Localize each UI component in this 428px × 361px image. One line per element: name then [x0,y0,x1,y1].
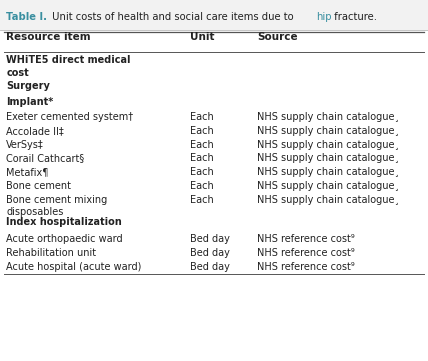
Text: Implant*: Implant* [6,97,54,107]
Text: Each: Each [190,126,214,136]
Text: NHS supply chain catalogue¸: NHS supply chain catalogue¸ [257,140,399,150]
Text: Bone cement: Bone cement [6,181,71,191]
Text: Rehabilitation unit: Rehabilitation unit [6,248,97,258]
FancyBboxPatch shape [0,0,428,30]
Text: Each: Each [190,140,214,150]
Text: Surgery: Surgery [6,81,51,91]
Text: NHS supply chain catalogue¸: NHS supply chain catalogue¸ [257,167,399,177]
Text: Bed day: Bed day [190,248,230,258]
Text: NHS reference cost⁹: NHS reference cost⁹ [257,234,354,244]
Text: Corail Cathcart§: Corail Cathcart§ [6,153,85,164]
Text: Table I.: Table I. [6,12,47,22]
Text: fracture.: fracture. [331,12,377,22]
Text: NHS supply chain catalogue¸: NHS supply chain catalogue¸ [257,112,399,122]
Text: Each: Each [190,112,214,122]
Text: Accolade II‡: Accolade II‡ [6,126,64,136]
Text: Bed day: Bed day [190,234,230,244]
Text: Acute orthopaedic ward: Acute orthopaedic ward [6,234,123,244]
Text: Exeter cemented system†: Exeter cemented system† [6,112,134,122]
Text: NHS reference cost⁹: NHS reference cost⁹ [257,248,354,258]
Text: NHS supply chain catalogue¸: NHS supply chain catalogue¸ [257,153,399,164]
Text: Bed day: Bed day [190,262,230,272]
Text: Each: Each [190,153,214,164]
Text: Unit costs of health and social care items due to: Unit costs of health and social care ite… [50,12,297,22]
Text: Each: Each [190,195,214,205]
Text: NHS supply chain catalogue¸: NHS supply chain catalogue¸ [257,126,399,136]
Text: Each: Each [190,181,214,191]
Text: Metafix¶: Metafix¶ [6,167,49,177]
Text: Acute hospital (acute ward): Acute hospital (acute ward) [6,262,142,272]
Text: NHS supply chain catalogue¸: NHS supply chain catalogue¸ [257,181,399,191]
Text: VerSys‡: VerSys‡ [6,140,44,150]
Text: Source: Source [257,32,297,43]
Text: Resource item: Resource item [6,32,91,43]
Text: NHS reference cost⁹: NHS reference cost⁹ [257,262,354,272]
Text: Unit: Unit [190,32,215,43]
Text: WHiTE5 direct medical
cost: WHiTE5 direct medical cost [6,55,131,78]
Text: Each: Each [190,167,214,177]
Text: NHS supply chain catalogue¸: NHS supply chain catalogue¸ [257,195,399,205]
Text: Bone cement mixing
disposables: Bone cement mixing disposables [6,195,108,217]
Text: Index hospitalization: Index hospitalization [6,217,122,227]
Text: hip: hip [316,12,331,22]
